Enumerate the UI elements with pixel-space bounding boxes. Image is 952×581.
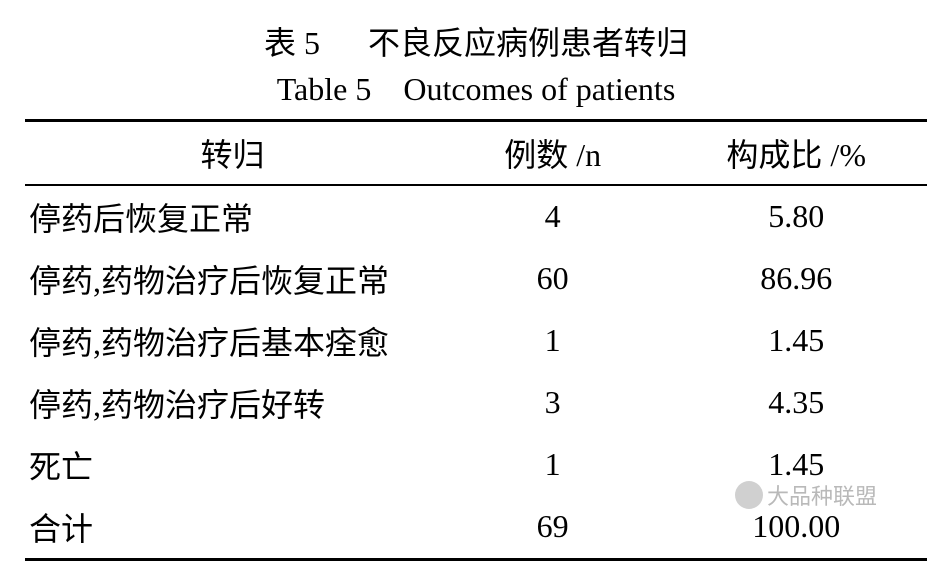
col-header-outcome: 转归: [25, 120, 440, 185]
table-row: 死亡 1 1.45: [25, 434, 927, 496]
cell-outcome: 停药,药物治疗后基本痊愈: [25, 310, 440, 372]
caption-en-title: Outcomes of patients: [403, 71, 675, 107]
cell-outcome: 停药,药物治疗后好转: [25, 372, 440, 434]
cell-outcome: 合计: [25, 496, 440, 560]
table-row: 停药,药物治疗后好转 3 4.35: [25, 372, 927, 434]
cell-outcome: 停药后恢复正常: [25, 185, 440, 248]
cell-n: 3: [440, 372, 666, 434]
cell-n: 60: [440, 248, 666, 310]
caption-en-sep: [379, 71, 395, 107]
caption-zh-label: 表 5: [264, 25, 320, 61]
caption-block: 表 5 不良反应病例患者转归 Table 5 Outcomes of patie…: [25, 20, 927, 113]
cell-n: 69: [440, 496, 666, 560]
cell-n: 1: [440, 434, 666, 496]
cell-outcome: 死亡: [25, 434, 440, 496]
cell-pct: 4.35: [665, 372, 927, 434]
cell-n: 1: [440, 310, 666, 372]
cell-pct: 1.45: [665, 310, 927, 372]
table-row: 停药,药物治疗后恢复正常 60 86.96: [25, 248, 927, 310]
table-row: 停药,药物治疗后基本痊愈 1 1.45: [25, 310, 927, 372]
outcomes-table: 转归 例数 /n 构成比 /% 停药后恢复正常 4 5.80 停药,药物治疗后恢…: [25, 119, 927, 561]
cell-pct: 5.80: [665, 185, 927, 248]
caption-zh-sep: [328, 25, 360, 61]
table-header-row: 转归 例数 /n 构成比 /%: [25, 120, 927, 185]
caption-zh-title: 不良反应病例患者转归: [368, 25, 688, 61]
cell-pct: 1.45: [665, 434, 927, 496]
cell-pct: 86.96: [665, 248, 927, 310]
table-row-total: 合计 69 100.00: [25, 496, 927, 560]
cell-pct: 100.00: [665, 496, 927, 560]
col-header-pct: 构成比 /%: [665, 120, 927, 185]
table-row: 停药后恢复正常 4 5.80: [25, 185, 927, 248]
caption-en-label: Table 5: [277, 71, 372, 107]
col-header-n: 例数 /n: [440, 120, 666, 185]
cell-outcome: 停药,药物治疗后恢复正常: [25, 248, 440, 310]
table-figure: 表 5 不良反应病例患者转归 Table 5 Outcomes of patie…: [25, 20, 927, 561]
cell-n: 4: [440, 185, 666, 248]
